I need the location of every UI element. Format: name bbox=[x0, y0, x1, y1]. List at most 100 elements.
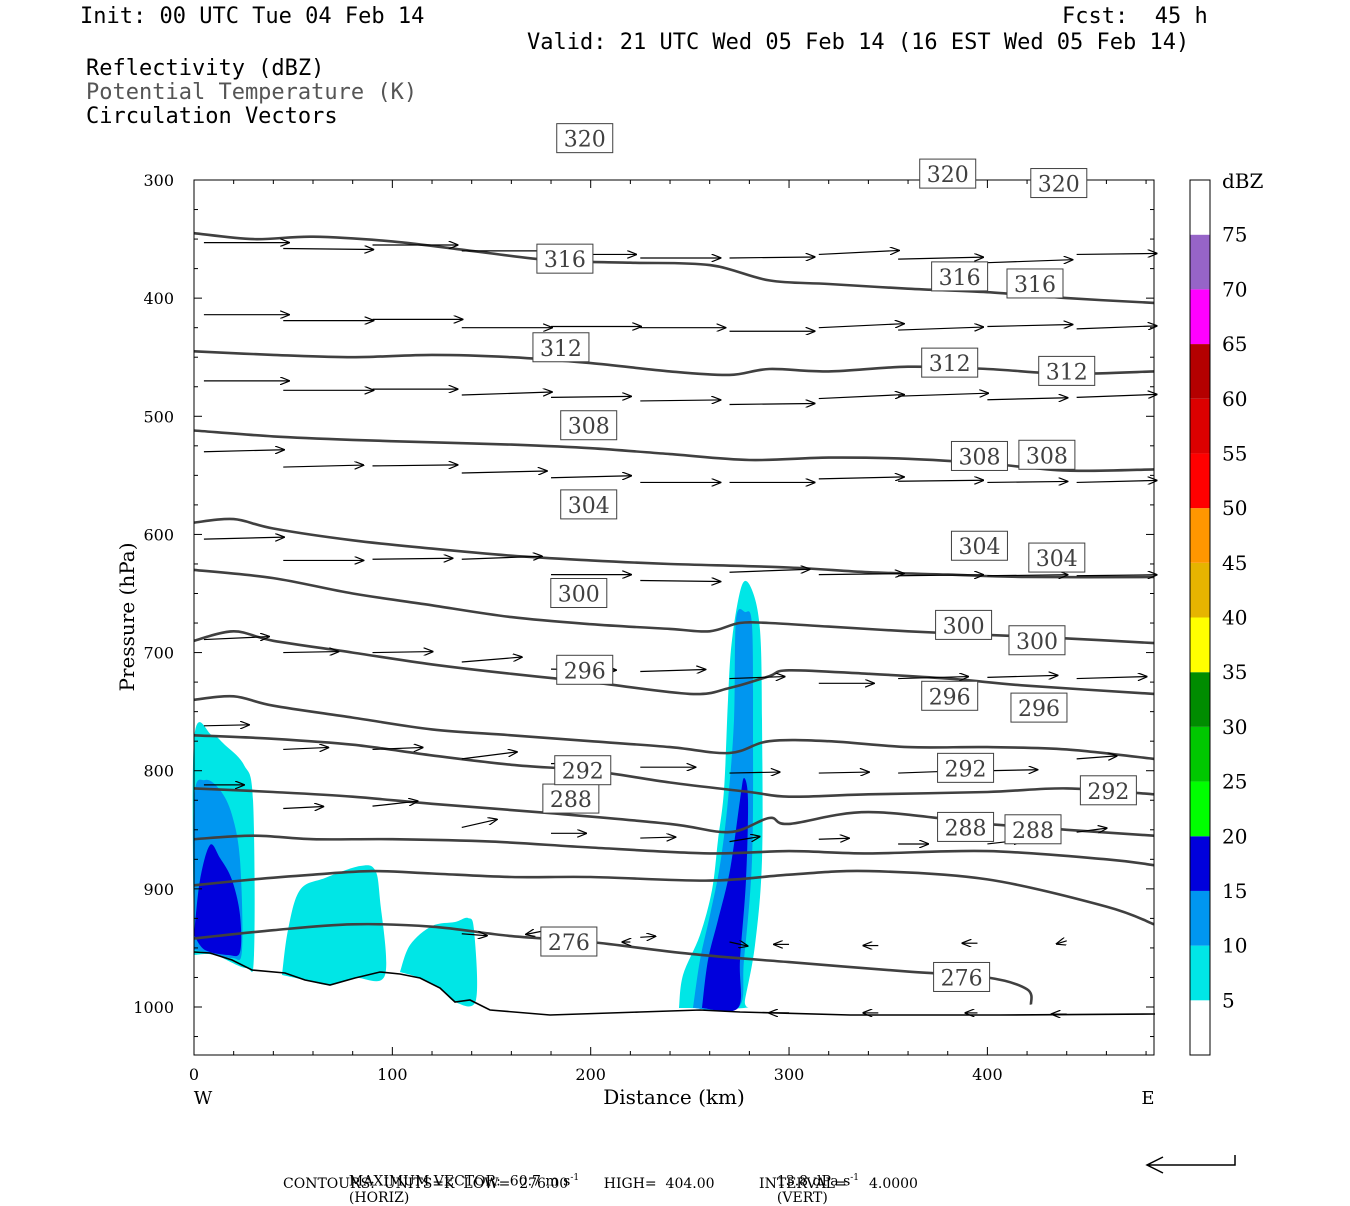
colorbar-label: 5 bbox=[1222, 988, 1235, 1012]
y-tick-label: 1000 bbox=[133, 998, 174, 1017]
isentrope-label-box bbox=[950, 440, 1008, 471]
colorbar-label: 40 bbox=[1222, 606, 1247, 630]
y-tick-label: 300 bbox=[143, 171, 174, 190]
isentrope-label: 300 bbox=[943, 614, 985, 639]
colorbar-label: 45 bbox=[1222, 551, 1247, 575]
wind-vector bbox=[283, 465, 363, 467]
wind-vector bbox=[1076, 756, 1117, 759]
isentrope-line bbox=[193, 429, 1155, 473]
colorbar-segment bbox=[1190, 453, 1210, 509]
isentrope-label: 304 bbox=[958, 535, 1000, 560]
field-potential-temperature: Potential Temperature (K) bbox=[86, 80, 418, 105]
max-vector-text: MAXIMUM VECTOR: 60.7 m s bbox=[348, 1173, 571, 1190]
wind-vector bbox=[987, 481, 1067, 482]
x-west-label: W bbox=[194, 1088, 213, 1109]
isentrope-line bbox=[193, 694, 1155, 761]
x-tick-label: 300 bbox=[774, 1065, 805, 1084]
isentrope-label: 276 bbox=[941, 966, 983, 991]
isentrope-label-box bbox=[1030, 168, 1088, 199]
wind-vector bbox=[461, 471, 547, 473]
isentrope-label-box bbox=[1010, 692, 1068, 723]
vert-vector-exp: -1 bbox=[850, 1173, 860, 1183]
colorbar-segment bbox=[1190, 781, 1210, 837]
reflectivity-fill bbox=[192, 580, 763, 1012]
wind-vector bbox=[729, 942, 748, 946]
wind-vector bbox=[283, 807, 323, 809]
y-axis-label: Pressure (hPa) bbox=[115, 543, 139, 692]
valid-time: Valid: 21 UTC Wed 05 Feb 14 (16 EST Wed … bbox=[527, 30, 1190, 55]
wind-vector bbox=[461, 934, 487, 936]
colorbar-segment bbox=[1190, 234, 1210, 290]
y-tick-label: 900 bbox=[143, 880, 174, 899]
colorbar-label: 35 bbox=[1222, 660, 1247, 684]
isentrope-label-box bbox=[532, 332, 590, 363]
reflectivity-cell bbox=[194, 844, 242, 957]
reflectivity-cell bbox=[400, 917, 478, 1007]
colorbar-label: 75 bbox=[1222, 223, 1247, 247]
wind-vector bbox=[640, 400, 720, 401]
y-tick-label: 800 bbox=[143, 762, 174, 781]
isentrope-label: 296 bbox=[929, 685, 971, 710]
wind-vector bbox=[640, 581, 720, 582]
colorbar-segment bbox=[1190, 890, 1210, 946]
isentrope-label-box bbox=[950, 530, 1008, 561]
wind-vector bbox=[1076, 326, 1157, 329]
colorbar-label: 70 bbox=[1222, 277, 1247, 301]
init-time: Init: 00 UTC Tue 04 Feb 14 bbox=[80, 4, 425, 29]
isentrope-label-box bbox=[933, 961, 991, 992]
isentrope-label: 308 bbox=[1026, 444, 1068, 469]
y-tick-label: 500 bbox=[143, 407, 174, 426]
y-tick-label: 400 bbox=[143, 289, 174, 308]
colorbar-label: 10 bbox=[1222, 934, 1247, 958]
isentrope-label: 296 bbox=[1018, 697, 1060, 722]
wind-vector bbox=[461, 819, 497, 829]
isentrope-label-box bbox=[550, 578, 608, 608]
wind-vector bbox=[898, 327, 983, 330]
wind-vector bbox=[203, 637, 269, 640]
isentrope-label: 292 bbox=[562, 760, 604, 785]
wind-vector bbox=[1076, 253, 1157, 254]
colorbar-segment bbox=[1190, 1000, 1210, 1055]
wind-vector bbox=[1076, 828, 1107, 832]
isentrope-label-box bbox=[937, 811, 995, 842]
isentrope-label: 312 bbox=[540, 337, 582, 362]
wind-vector bbox=[729, 403, 815, 404]
isentrope-label-box bbox=[919, 158, 977, 189]
colorbar-segment bbox=[1190, 508, 1210, 563]
plot-frame bbox=[193, 179, 1155, 1056]
isentrope-labels: 276 276 288 288 288 292 292 292 296 296 296 300 300 3… bbox=[532, 123, 1137, 992]
isentrope-label: 296 bbox=[564, 659, 606, 684]
wind-vector bbox=[1076, 575, 1157, 576]
isentrope-line bbox=[193, 629, 1155, 696]
colorbar-segment bbox=[1190, 836, 1210, 891]
isentrope-label-box bbox=[556, 123, 614, 154]
wind-vector bbox=[729, 837, 760, 843]
colorbar-label: 30 bbox=[1222, 715, 1247, 739]
isentrope-label-box bbox=[556, 654, 614, 685]
wind-vector bbox=[372, 747, 423, 749]
wind-vector bbox=[987, 675, 1057, 677]
wind-vector bbox=[818, 324, 904, 329]
isentrope-label: 316 bbox=[544, 248, 586, 273]
forecast-hour: Fcst: 45 h bbox=[1062, 4, 1208, 29]
x-east-label: E bbox=[1141, 1088, 1154, 1109]
wind-vector bbox=[1076, 480, 1157, 482]
wind-vector bbox=[203, 537, 284, 539]
isentrope-label-box bbox=[542, 783, 600, 814]
x-axis-label: Distance (km) bbox=[603, 1085, 745, 1109]
isentrope-label: 300 bbox=[1016, 630, 1058, 655]
wind-vector bbox=[461, 556, 542, 559]
isentrope-label: 312 bbox=[929, 352, 971, 377]
y-tick-label: 700 bbox=[143, 644, 174, 663]
isentrope-label-box bbox=[1079, 775, 1137, 806]
isentrope-label-box bbox=[1008, 625, 1066, 656]
wind-vector bbox=[1057, 941, 1067, 944]
isentrope-label: 316 bbox=[939, 266, 981, 291]
wind-vector bbox=[461, 657, 522, 663]
colorbar-label: 60 bbox=[1222, 387, 1247, 411]
isentrope-label-box bbox=[540, 926, 598, 957]
isentrope-line bbox=[193, 231, 1155, 305]
isentrope-label-box bbox=[1004, 814, 1062, 845]
isentrope-label-box bbox=[931, 261, 989, 292]
